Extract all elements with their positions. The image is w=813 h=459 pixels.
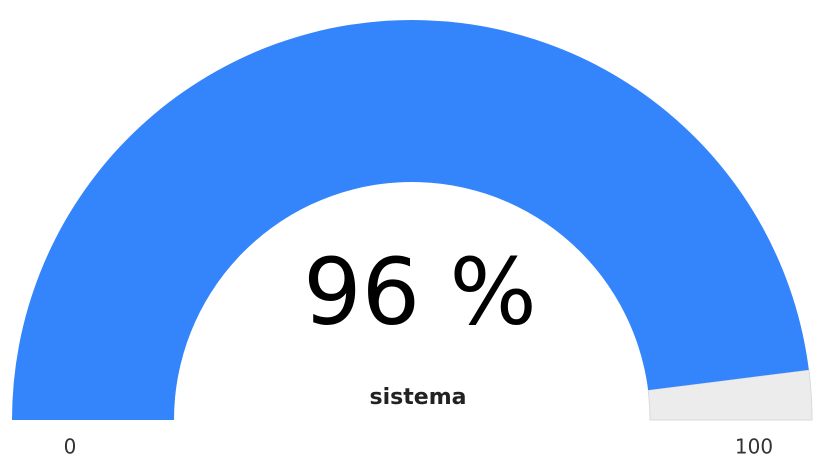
gauge-name: sistema [370, 385, 467, 410]
gauge-value-label: 96 % [303, 238, 537, 345]
gauge-value [12, 19, 809, 420]
gauge-tick-label: 100 [735, 435, 773, 459]
gauge-track [647, 369, 813, 421]
gauge-tick-label: 0 [64, 435, 77, 459]
